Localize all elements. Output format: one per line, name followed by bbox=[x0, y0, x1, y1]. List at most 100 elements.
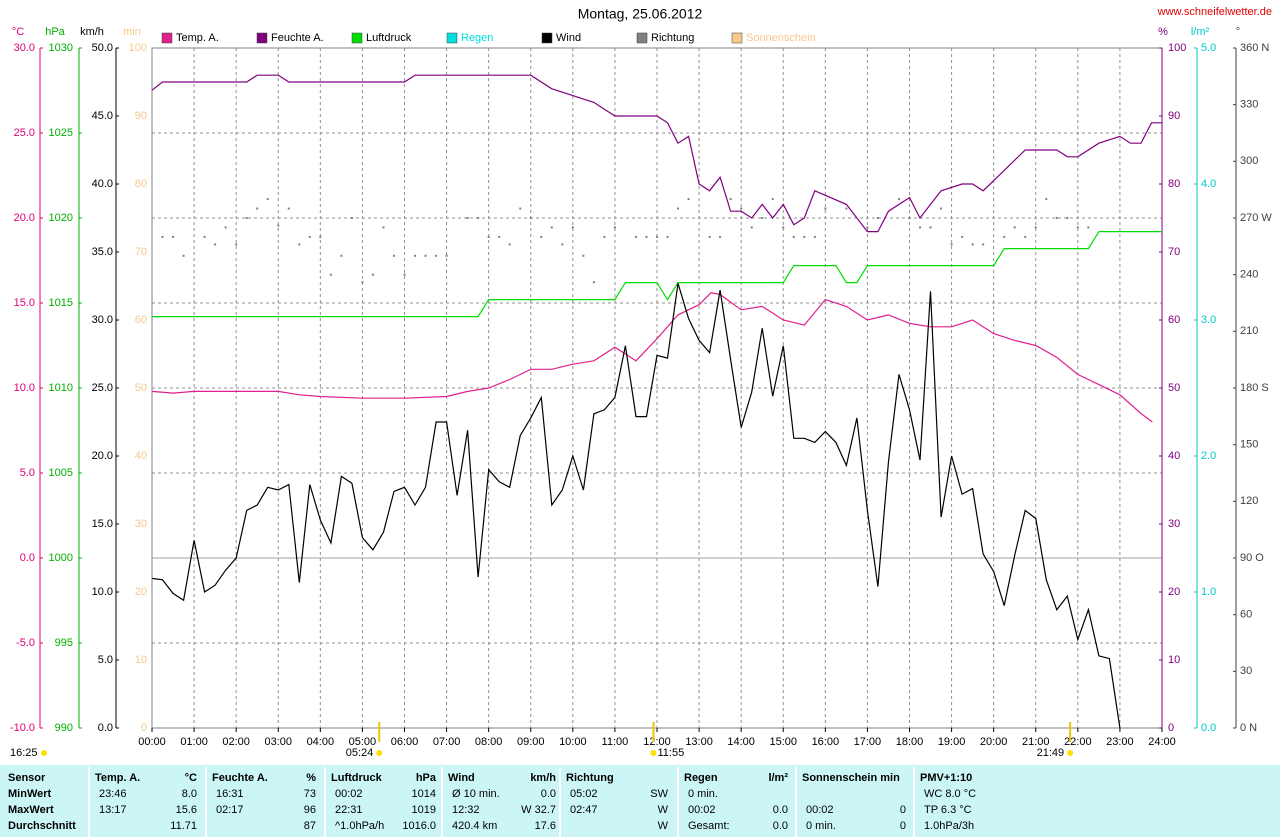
y-tick-label: 60 bbox=[1168, 314, 1180, 326]
table-cell: 00:02 bbox=[688, 804, 716, 816]
table-cell: 1019 bbox=[412, 804, 436, 816]
legend-swatch bbox=[446, 32, 458, 44]
y-tick-label: 270 W bbox=[1240, 212, 1272, 224]
x-tick-label: 17:00 bbox=[854, 736, 882, 748]
table-cell: 1016.0 bbox=[402, 820, 436, 832]
direction-dot bbox=[1003, 235, 1006, 238]
table-cell: 16:31 bbox=[216, 788, 244, 800]
direction-dot bbox=[940, 207, 943, 210]
chart-title: Montag, 25.06.2012 bbox=[578, 6, 703, 22]
y-tick-label: 25.0 bbox=[14, 127, 35, 139]
axis-unit-label: ° bbox=[1236, 26, 1240, 38]
direction-dot bbox=[277, 224, 280, 227]
table-cell: W bbox=[658, 820, 669, 832]
direction-dot bbox=[172, 235, 175, 238]
direction-dot bbox=[435, 254, 438, 257]
axis-unit-label: hPa bbox=[45, 26, 65, 38]
y-tick-label: 40 bbox=[1168, 450, 1180, 462]
x-tick-label: 03:00 bbox=[264, 736, 292, 748]
summary-background bbox=[0, 765, 1280, 837]
direction-dot bbox=[371, 273, 374, 276]
y-tick-label: 30.0 bbox=[14, 42, 35, 54]
direction-dot bbox=[298, 243, 301, 246]
table-cell: 0.0 bbox=[773, 804, 788, 816]
y-tick-label: 60 bbox=[1240, 609, 1252, 621]
legend-swatch bbox=[256, 32, 268, 44]
y-tick-label: 1020 bbox=[49, 212, 73, 224]
column-header: Regen bbox=[684, 772, 718, 784]
table-cell: MaxWert bbox=[8, 804, 54, 816]
direction-dot bbox=[613, 226, 616, 229]
direction-dot bbox=[908, 217, 911, 219]
table-cell: 0 min. bbox=[806, 820, 836, 832]
y-tick-label: 50 bbox=[135, 382, 147, 394]
table-cell: 13:17 bbox=[99, 804, 127, 816]
direction-dot bbox=[729, 198, 732, 201]
y-tick-label: 50.0 bbox=[92, 42, 113, 54]
direction-dot bbox=[498, 235, 501, 238]
direction-dot bbox=[161, 235, 164, 238]
y-tick-label: 1025 bbox=[49, 127, 73, 139]
direction-dot bbox=[666, 235, 669, 238]
y-tick-label: 50 bbox=[1168, 382, 1180, 394]
y-tick-label: 25.0 bbox=[92, 382, 113, 394]
table-cell: ^1.0hPa/h bbox=[335, 820, 384, 832]
x-tick-label: 02:00 bbox=[222, 736, 250, 748]
y-tick-label: 90 O bbox=[1240, 552, 1264, 564]
y-tick-label: 30.0 bbox=[92, 314, 113, 326]
x-tick-label: 24:00 bbox=[1148, 736, 1176, 748]
column-header: Sensor bbox=[8, 772, 46, 784]
x-tick-label: 16:00 bbox=[812, 736, 840, 748]
direction-dot bbox=[1034, 226, 1037, 229]
table-cell: 05:02 bbox=[570, 788, 598, 800]
direction-dot bbox=[929, 226, 932, 229]
table-cell: 0 bbox=[900, 804, 906, 816]
legend-swatch bbox=[731, 32, 743, 44]
legend-label: Sonnenschein bbox=[746, 32, 816, 44]
y-tick-label: 30 bbox=[1240, 665, 1252, 677]
series-line bbox=[152, 231, 1162, 318]
direction-dot bbox=[287, 207, 290, 210]
y-tick-label: 180 S bbox=[1240, 382, 1269, 394]
direction-dot bbox=[677, 207, 680, 210]
table-cell: Gesamt: bbox=[688, 820, 730, 832]
y-tick-label: 20 bbox=[1168, 586, 1180, 598]
direction-dot bbox=[445, 254, 448, 257]
direction-dot bbox=[1055, 217, 1058, 219]
direction-dot bbox=[350, 217, 353, 219]
direction-dot bbox=[266, 198, 269, 201]
y-tick-label: 90 bbox=[135, 110, 147, 122]
direction-dot bbox=[224, 226, 227, 229]
direction-dot bbox=[182, 254, 185, 257]
x-tick-label: 15:00 bbox=[769, 736, 797, 748]
sun-event-label: 05:24 bbox=[346, 747, 374, 759]
y-tick-label: 15.0 bbox=[14, 297, 35, 309]
table-cell: 0 bbox=[900, 820, 906, 832]
table-cell: 11.71 bbox=[170, 820, 197, 832]
direction-dot bbox=[245, 217, 248, 219]
direction-dot bbox=[1013, 226, 1016, 229]
direction-dot bbox=[813, 235, 816, 238]
direction-dot bbox=[519, 207, 522, 210]
table-cell: 8.0 bbox=[182, 788, 197, 800]
y-tick-label: 1.0 bbox=[1201, 586, 1216, 598]
y-tick-label: 1000 bbox=[49, 552, 73, 564]
y-tick-label: 70 bbox=[135, 246, 147, 258]
column-header: Sonnenschein min bbox=[802, 772, 900, 784]
x-tick-label: 07:00 bbox=[433, 736, 461, 748]
y-tick-label: 30 bbox=[135, 518, 147, 530]
y-tick-label: 1015 bbox=[49, 297, 73, 309]
direction-dot bbox=[719, 235, 722, 238]
direction-dot bbox=[329, 273, 332, 276]
x-tick-label: 09:00 bbox=[517, 736, 545, 748]
y-tick-label: 10.0 bbox=[92, 586, 113, 598]
direction-dot bbox=[792, 235, 795, 238]
direction-dot bbox=[750, 226, 753, 229]
table-cell: 0 min. bbox=[688, 788, 718, 800]
table-cell: Durchschnitt bbox=[8, 820, 76, 832]
y-tick-label: 2.0 bbox=[1201, 450, 1216, 462]
y-tick-label: 90 bbox=[1168, 110, 1180, 122]
direction-dot bbox=[361, 281, 364, 284]
x-tick-label: 19:00 bbox=[938, 736, 966, 748]
